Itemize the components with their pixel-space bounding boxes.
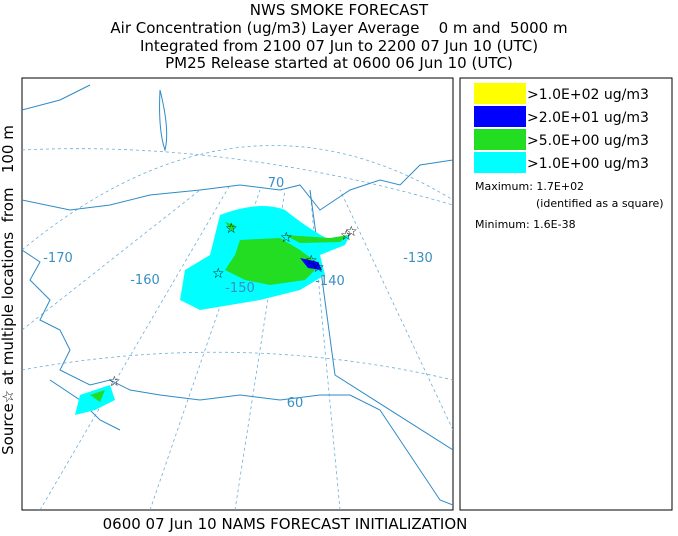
longitude-label: -140: [315, 274, 345, 289]
svg-text:☆: ☆: [345, 224, 358, 240]
svg-text:☆: ☆: [280, 230, 293, 246]
latitude-label: 70: [268, 176, 285, 191]
svg-text:☆: ☆: [225, 221, 238, 237]
maximum: Maximum: 1.7E+02: [475, 180, 584, 193]
legend-swatch: [474, 83, 526, 104]
svg-text:☆: ☆: [212, 266, 225, 282]
longitude-label: -160: [130, 273, 160, 288]
longitude-label: -170: [43, 251, 73, 266]
longitude-label: -130: [403, 251, 433, 266]
legend-swatch: [474, 129, 526, 150]
svg-text:☆: ☆: [340, 228, 353, 244]
subtitle: Integrated from 2100 07 Jun to 2200 07 J…: [140, 37, 538, 55]
side-label: Source☆ at multiple locations from 100 m: [0, 125, 17, 455]
header: NWS SMOKE FORECAST Air Concentration (ug…: [110, 1, 567, 72]
legend-label: >1.0E+00 ug/m3: [527, 156, 649, 172]
legend-label: >5.0E+00 ug/m3: [527, 133, 649, 149]
smoke-plume: [75, 206, 350, 415]
subtitle: PM25 Release started at 0600 06 Jun 10 (…: [165, 54, 513, 72]
title: NWS SMOKE FORECAST: [250, 1, 429, 19]
subtitle: Air Concentration (ug/m3) Layer Average …: [110, 19, 567, 37]
graticule: [22, 145, 453, 510]
legend-label: >1.0E+02 ug/m3: [527, 87, 649, 103]
map: ☆☆☆ ☆☆☆ ☆☆ -170 -160 -150 -140 -130 70 6…: [21, 77, 454, 511]
svg-text:☆: ☆: [108, 374, 121, 390]
legend: Maximum: 1.7E+02 (identified as a square…: [459, 77, 673, 511]
legend-swatch: [474, 152, 526, 173]
source-stars: ☆☆☆ ☆☆☆ ☆☆: [108, 221, 358, 390]
minimum: Minimum: 1.6E-38: [475, 218, 576, 231]
legend-label: >2.0E+01 ug/m3: [527, 110, 649, 126]
svg-text:☆: ☆: [305, 253, 318, 269]
maximum-note: (identified as a square): [536, 197, 664, 210]
longitude-label: -150: [225, 281, 255, 296]
latitude-label: 60: [287, 396, 304, 411]
footer: 0600 07 Jun 10 NAMS FORECAST INITIALIZAT…: [103, 515, 468, 532]
legend-swatch: [474, 106, 526, 127]
svg-text:☆: ☆: [312, 260, 325, 276]
